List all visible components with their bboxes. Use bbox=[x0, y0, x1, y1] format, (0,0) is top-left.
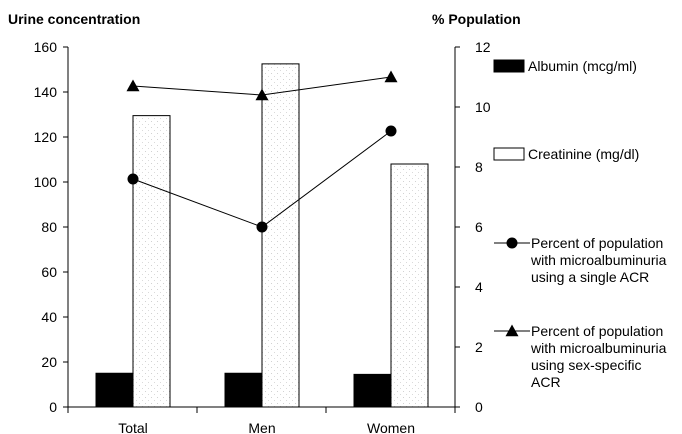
albumin-bar bbox=[353, 373, 392, 408]
right-tick-label: 8 bbox=[475, 159, 483, 175]
creatinine-bar bbox=[261, 63, 300, 408]
legend-sex-specific-acr-label-line: Percent of population bbox=[531, 323, 663, 339]
left-tick-label: 160 bbox=[34, 39, 58, 55]
legend-single-acr-marker bbox=[506, 237, 518, 249]
left-tick-label: 80 bbox=[41, 219, 57, 235]
legend-albumin-swatch bbox=[493, 59, 525, 73]
right-tick-label: 12 bbox=[475, 39, 491, 55]
left-tick-label: 0 bbox=[49, 399, 57, 415]
legend-creatinine-swatch bbox=[493, 147, 525, 161]
single-acr-point bbox=[385, 125, 397, 137]
right-tick-label: 0 bbox=[475, 399, 483, 415]
sex-specific-acr-point bbox=[255, 88, 269, 101]
legend-creatinine-label: Creatinine (mg/dl) bbox=[528, 146, 639, 162]
right-axis-title: % Population bbox=[432, 11, 521, 27]
legend-albumin-label: Albumin (mcg/ml) bbox=[528, 58, 637, 74]
sex-specific-acr-point bbox=[126, 79, 140, 92]
category-label: Total bbox=[118, 420, 148, 434]
albumin-bar bbox=[95, 372, 134, 408]
left-axis-title: Urine concentration bbox=[8, 11, 140, 27]
legend-single-acr-label-line: using a single ACR bbox=[531, 269, 649, 285]
single-acr-point bbox=[256, 221, 268, 233]
legend-sex-specific-acr-label-line: using sex-specific bbox=[531, 357, 642, 373]
legend-single-acr-label-line: with microalbuminuria bbox=[530, 252, 667, 268]
right-tick-label: 6 bbox=[475, 219, 483, 235]
left-tick-label: 120 bbox=[34, 129, 58, 145]
category-label: Women bbox=[367, 420, 415, 434]
legend-sex-specific-acr-label: Percent of population with microalbuminur… bbox=[530, 323, 667, 390]
right-tick-label: 4 bbox=[475, 279, 483, 295]
legend-sex-specific-acr-marker bbox=[505, 324, 519, 337]
albumin-bar bbox=[224, 372, 263, 408]
left-tick-label: 40 bbox=[41, 309, 57, 325]
left-tick-label: 140 bbox=[34, 84, 58, 100]
creatinine-bar bbox=[390, 163, 429, 408]
right-tick-label: 2 bbox=[475, 339, 483, 355]
legend-sex-specific-acr-label-line: with microalbuminuria bbox=[530, 340, 667, 356]
legend-sex-specific-acr-label-line: ACR bbox=[531, 374, 561, 390]
single-acr-point bbox=[127, 173, 139, 185]
left-tick-label: 100 bbox=[34, 174, 58, 190]
sex-specific-acr-point bbox=[384, 70, 398, 83]
legend: Albumin (mcg/ml) Creatinine (mg/dl) Percen… bbox=[493, 58, 667, 390]
legend-single-acr-label-line: Percent of population bbox=[531, 235, 663, 251]
legend-single-acr-label: Percent of population with microalbuminur… bbox=[530, 235, 667, 285]
right-tick-label: 10 bbox=[475, 99, 491, 115]
plot-area: 0 20 40 60 80 100 120 140 160 0 2 4 6 8 10 12 Total Men Wo… bbox=[34, 39, 491, 434]
category-label: Men bbox=[248, 420, 275, 434]
left-tick-label: 20 bbox=[41, 354, 57, 370]
left-tick-label: 60 bbox=[41, 264, 57, 280]
creatinine-bar bbox=[132, 115, 171, 408]
